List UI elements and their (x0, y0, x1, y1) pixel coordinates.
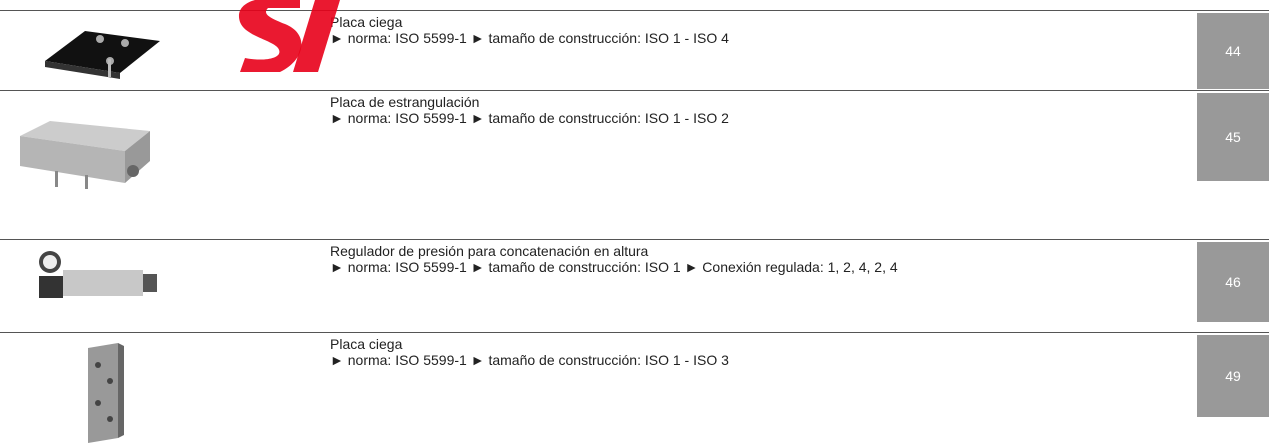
product-image (20, 121, 150, 189)
product-text: Placa ciega ► norma: ISO 5599-1 ► tamaño… (330, 14, 1150, 46)
product-title: Placa ciega (330, 14, 403, 30)
page-number: 49 (1197, 335, 1269, 417)
product-specs: ► norma: ISO 5599-1 ► tamaño de construc… (330, 259, 898, 275)
product-specs: ► norma: ISO 5599-1 ► tamaño de construc… (330, 352, 729, 368)
product-row: Placa ciega ► norma: ISO 5599-1 ► tamaño… (0, 10, 1269, 91)
product-title: Regulador de presión para concatenación … (330, 243, 649, 259)
page-number: 45 (1197, 93, 1269, 181)
watermark (238, 0, 340, 72)
product-title: Placa de estrangulación (330, 94, 480, 110)
page-number: 44 (1197, 13, 1269, 89)
product-title: Placa ciega (330, 336, 403, 352)
product-image (45, 31, 160, 79)
product-row: Placa ciega ► norma: ISO 5599-1 ► tamaño… (0, 332, 1269, 445)
product-image (88, 343, 124, 443)
page-number: 46 (1197, 242, 1269, 322)
product-image (39, 251, 157, 298)
product-text: Regulador de presión para concatenación … (330, 243, 1150, 275)
product-row: Regulador de presión para concatenación … (0, 239, 1269, 333)
product-text: Placa ciega ► norma: ISO 5599-1 ► tamaño… (330, 336, 1150, 368)
product-specs: ► norma: ISO 5599-1 ► tamaño de construc… (330, 30, 729, 46)
product-text: Placa de estrangulación ► norma: ISO 559… (330, 94, 1150, 126)
product-specs: ► norma: ISO 5599-1 ► tamaño de construc… (330, 110, 729, 126)
product-row: Placa de estrangulación ► norma: ISO 559… (0, 90, 1269, 240)
